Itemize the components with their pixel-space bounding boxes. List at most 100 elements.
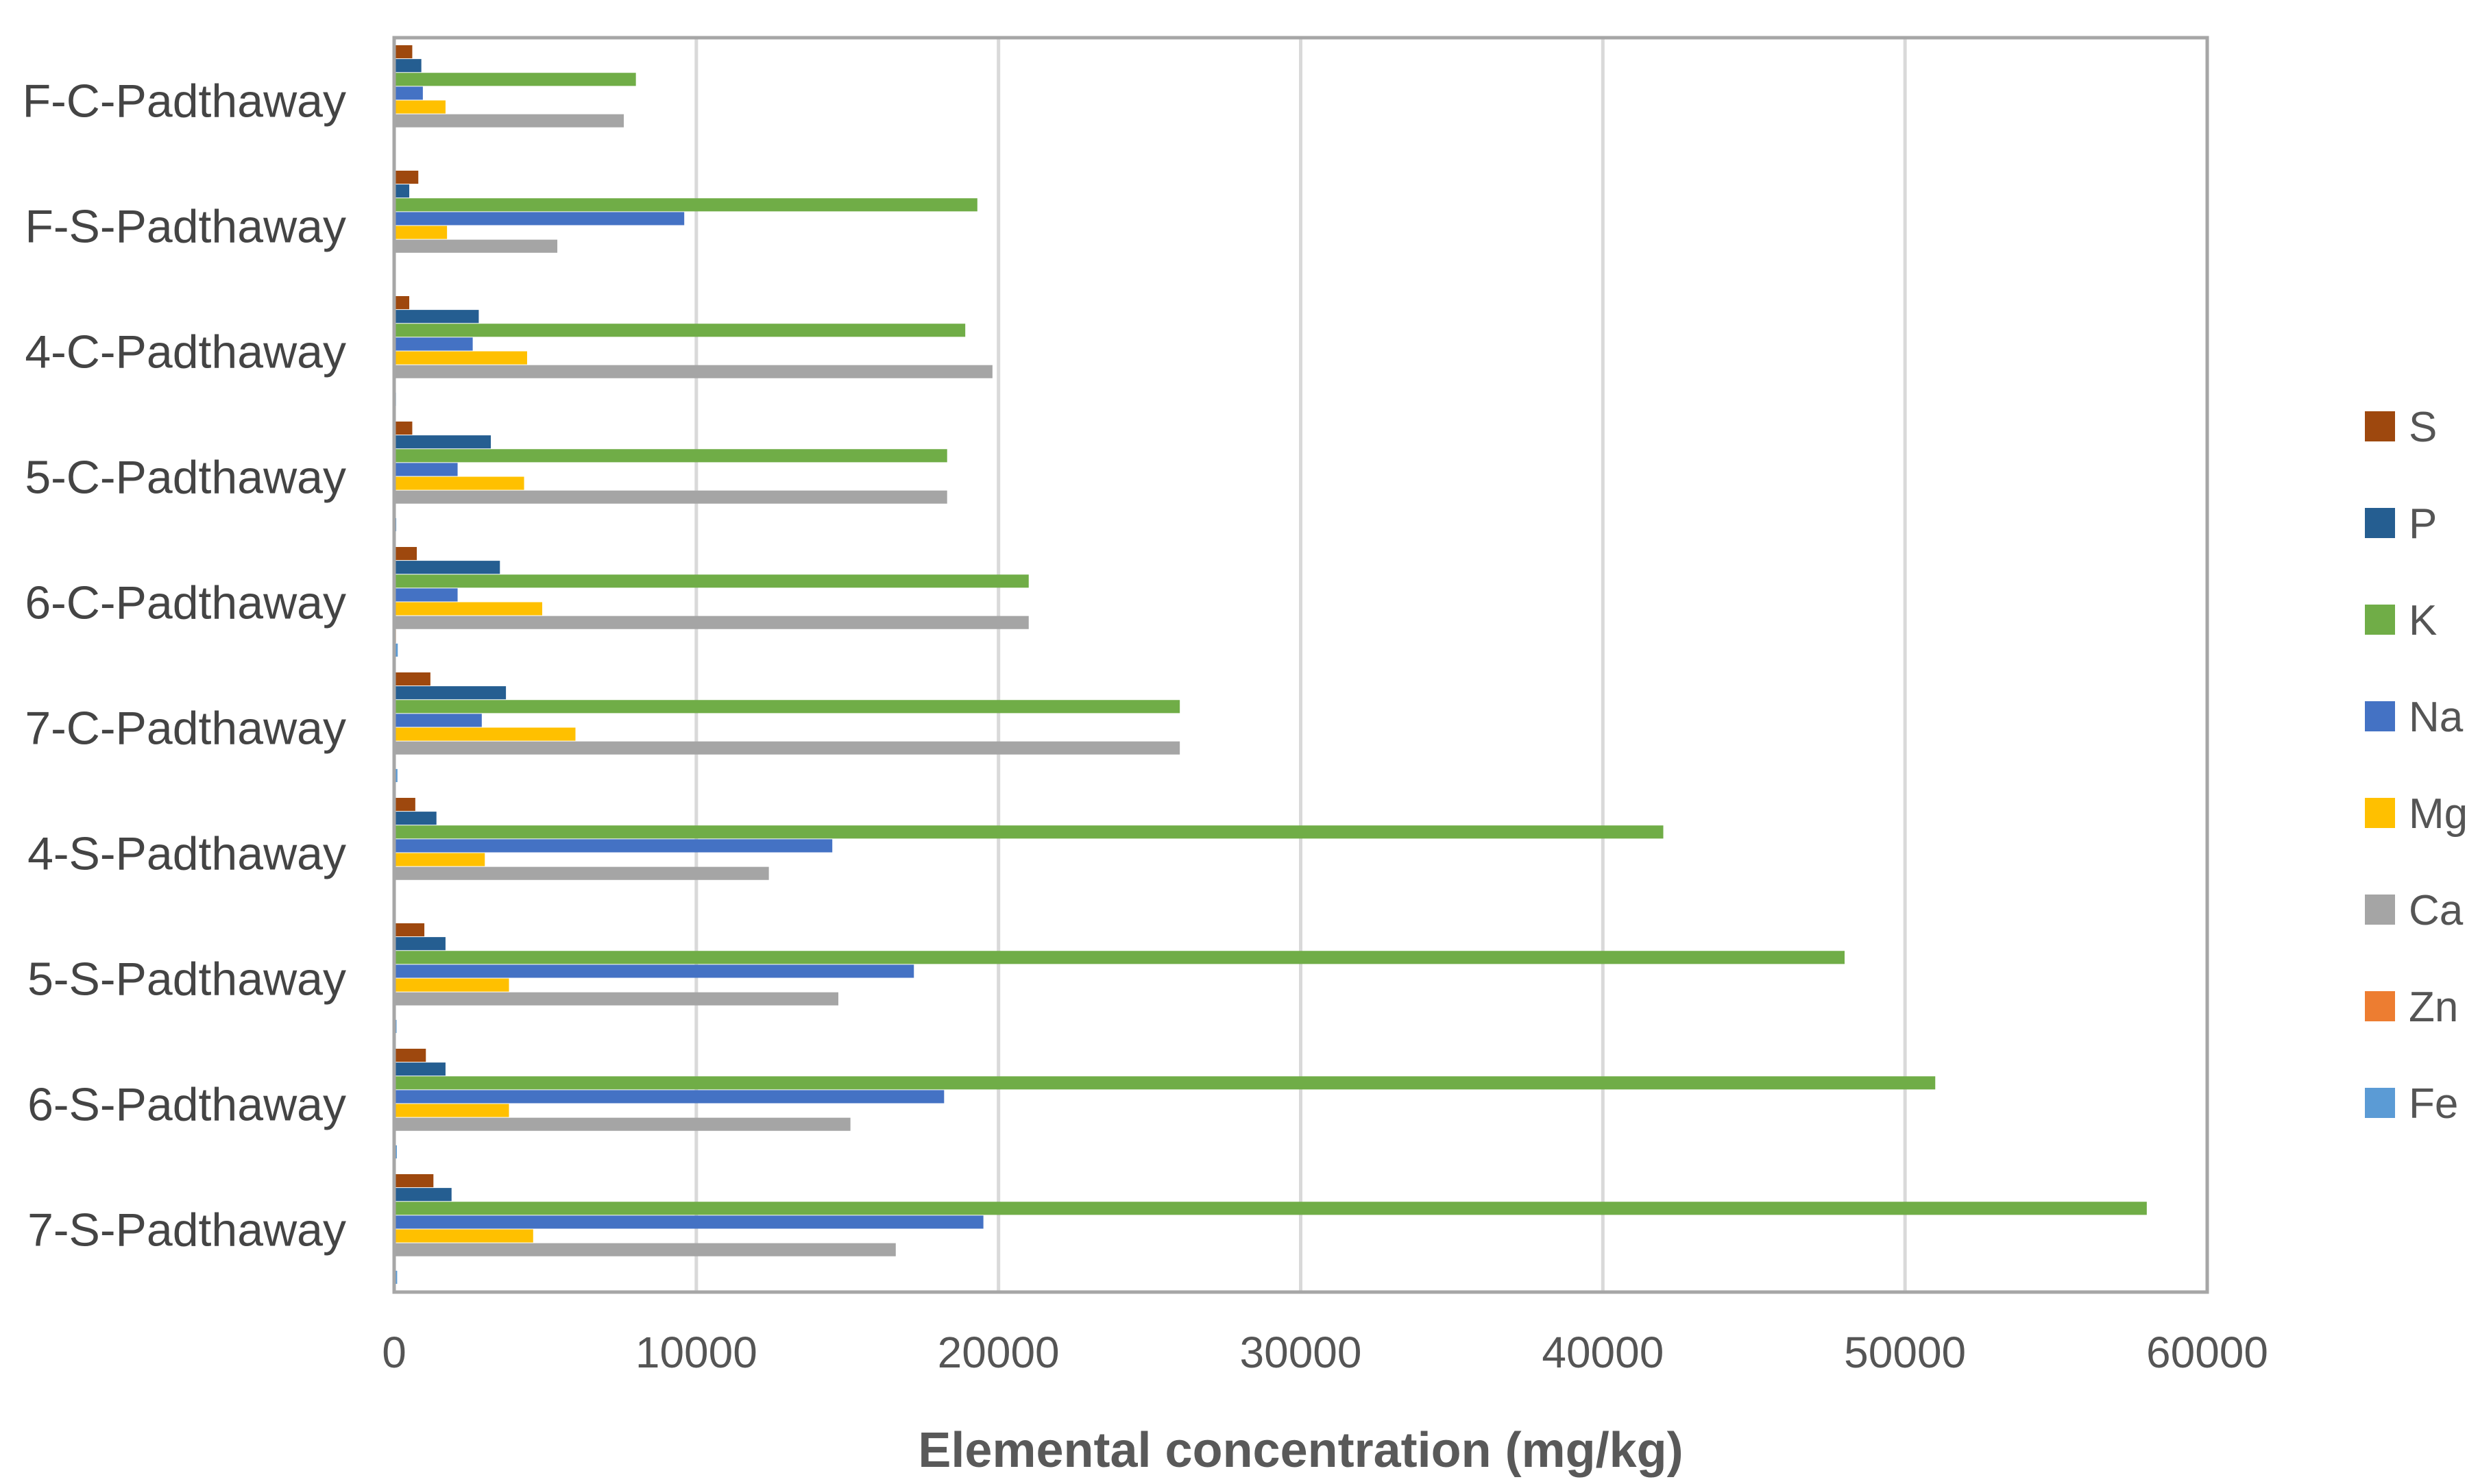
category-label: 7-S-Padthaway (27, 1204, 346, 1256)
category-label: F-C-Padthaway (23, 75, 346, 127)
bar-ca (394, 866, 769, 880)
bar-ca (394, 239, 558, 253)
bar-mg (394, 1104, 509, 1117)
bar-s (394, 546, 417, 561)
bar-ca (394, 741, 1180, 755)
category-labels: F-C-Padthaway F-S-Padthaway 4-C-Padthaway 5… (23, 75, 346, 1256)
legend-swatch-mg (2365, 798, 2395, 828)
plot-frame (392, 36, 2209, 1294)
bar-k (394, 574, 1029, 588)
bar-ca (394, 1243, 896, 1256)
bar-ca (394, 114, 624, 127)
bar-ca (394, 1117, 851, 1131)
category-label: 5-S-Padthaway (27, 953, 346, 1006)
bar-k (394, 449, 947, 463)
bar-p (394, 812, 437, 825)
bar-ca (394, 616, 1029, 629)
legend-swatch-k (2365, 605, 2395, 635)
bar-mg (394, 602, 543, 616)
legend-swatch-s (2365, 411, 2395, 441)
bar-s (394, 295, 410, 310)
legend-label-na: Na (2409, 694, 2464, 741)
bar-ca (394, 490, 947, 504)
bar-mg (394, 476, 524, 490)
x-tick-label: 0 (382, 1328, 406, 1377)
bar-na (394, 212, 685, 226)
legend-label-p: P (2409, 500, 2437, 548)
x-tick-label: 30000 (1240, 1328, 1362, 1377)
bar-k (394, 198, 977, 212)
bar-na (394, 463, 458, 476)
legend-label-mg: Mg (2409, 790, 2468, 838)
bar-k (394, 73, 636, 86)
bar-na (394, 714, 482, 727)
bar-k (394, 1202, 2147, 1215)
bar-mg (394, 853, 485, 866)
bar-p (394, 1062, 446, 1076)
bar-na (394, 1090, 945, 1104)
bar-p (394, 59, 422, 73)
x-axis-title: Elemental concentration (mg/kg) (918, 1423, 1683, 1478)
bar-p (394, 561, 500, 574)
legend-swatch-zn (2365, 991, 2395, 1021)
bar-s (394, 170, 419, 184)
bar-k (394, 700, 1180, 714)
legend-label-zn: Zn (2409, 984, 2458, 1031)
bar-ca (394, 992, 839, 1006)
bar-na (394, 839, 833, 853)
legend-swatch-ca (2365, 895, 2395, 925)
x-tick-label: 60000 (2146, 1328, 2268, 1377)
bar-mg (394, 727, 576, 741)
bar-k (394, 825, 1664, 839)
x-tick-label: 20000 (938, 1328, 1060, 1377)
x-tick-label: 50000 (1844, 1328, 1966, 1377)
bar-na (394, 588, 458, 602)
bar-na (394, 337, 473, 351)
x-tick-labels: 0 10000 20000 30000 40000 50000 60000 (382, 1328, 2268, 1377)
category-label: 6-C-Padthaway (25, 577, 346, 629)
bar-mg (394, 978, 509, 992)
bars (394, 45, 2147, 1285)
bar-mg (394, 226, 448, 239)
category-label: 4-S-Padthaway (27, 828, 346, 880)
bar-na (394, 86, 423, 100)
category-label: 7-C-Padthaway (25, 703, 346, 755)
bar-mg (394, 100, 446, 114)
legend-swatch-na (2365, 701, 2395, 731)
bar-mg (394, 1229, 533, 1243)
category-label: 6-S-Padthaway (27, 1079, 346, 1131)
bar-na (394, 1215, 984, 1229)
bar-s (394, 1048, 426, 1062)
bar-s (394, 923, 425, 937)
bar-k (394, 1076, 1936, 1090)
legend-label-ca: Ca (2409, 887, 2464, 934)
category-label: 5-C-Padthaway (25, 452, 346, 504)
category-label: 4-C-Padthaway (25, 326, 346, 378)
bar-na (394, 964, 914, 978)
bar-p (394, 310, 479, 324)
legend-label-s: S (2409, 404, 2437, 451)
legend-label-k: K (2409, 597, 2437, 644)
bar-s (394, 672, 430, 686)
legend-label-fe: Fe (2409, 1080, 2458, 1128)
bar-s (394, 45, 413, 59)
bar-p (394, 184, 410, 198)
bar-p (394, 937, 446, 951)
legend: S P K Na Mg Ca Zn Fe (2365, 404, 2468, 1128)
bar-p (394, 1188, 452, 1202)
bar-s (394, 797, 415, 812)
x-tick-label: 10000 (635, 1328, 757, 1377)
bar-k (394, 324, 966, 337)
category-label: F-S-Padthaway (25, 201, 346, 253)
bar-mg (394, 351, 527, 365)
bar-s (394, 421, 413, 435)
bar-p (394, 435, 491, 449)
legend-swatch-fe (2365, 1088, 2395, 1118)
bar-k (394, 951, 1845, 964)
bar-ca (394, 365, 993, 378)
bar-p (394, 686, 507, 700)
x-tick-label: 40000 (1542, 1328, 1664, 1377)
legend-swatch-p (2365, 508, 2395, 538)
